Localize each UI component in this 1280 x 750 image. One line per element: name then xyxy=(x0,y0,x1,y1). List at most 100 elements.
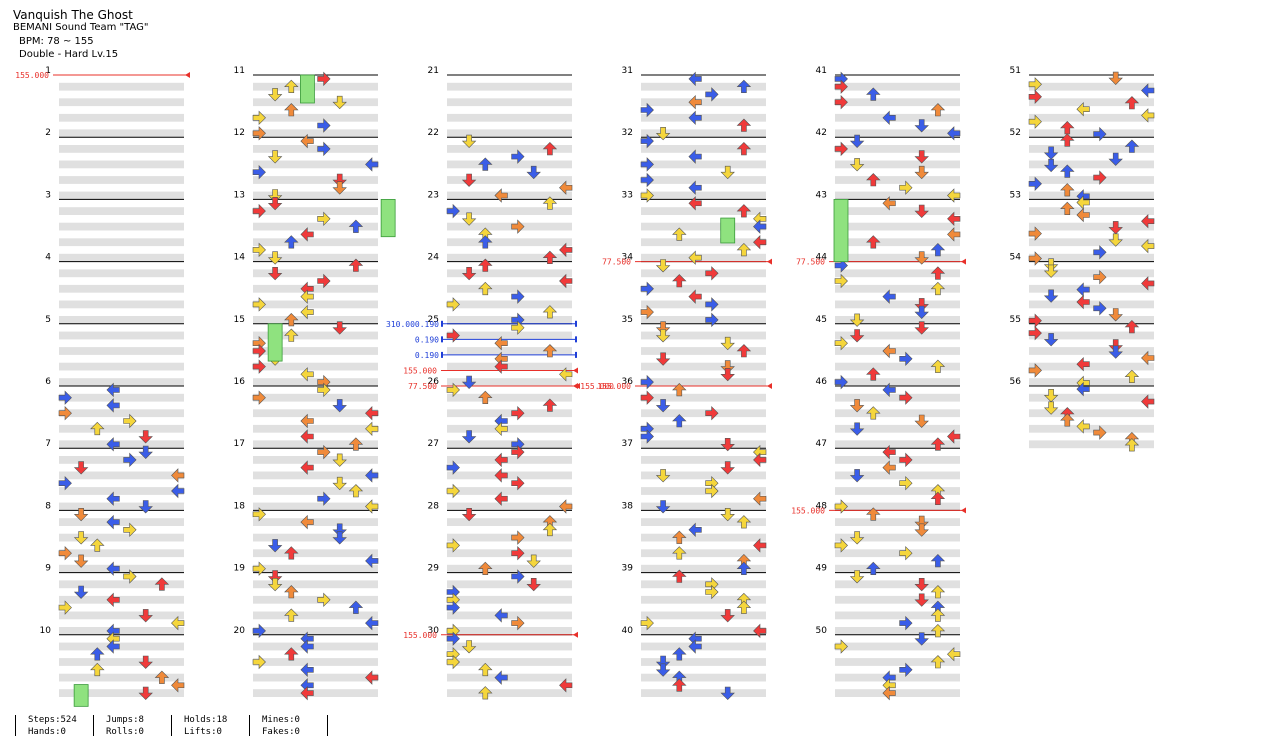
row-band xyxy=(253,129,378,138)
step-arrow-icon xyxy=(1076,356,1090,372)
bpm-change-label: 155.000 xyxy=(403,631,437,640)
step-arrow-icon xyxy=(106,382,120,398)
step-arrow-icon xyxy=(1141,108,1155,123)
row-band xyxy=(447,82,572,91)
step-arrow-icon xyxy=(365,499,379,514)
step-arrow-icon xyxy=(849,570,865,584)
row-band xyxy=(641,145,766,153)
step-arrow-icon xyxy=(655,259,671,273)
step-arrow-icon xyxy=(1141,83,1155,98)
speed-change-label: 0.190 xyxy=(415,335,439,344)
step-arrow-icon xyxy=(930,281,946,296)
row-band xyxy=(59,564,184,573)
step-arrow-icon xyxy=(332,523,347,537)
step-arrow-icon xyxy=(899,545,913,561)
row-band xyxy=(835,238,960,247)
row-band xyxy=(253,658,378,666)
bpm-change-marker xyxy=(767,258,772,265)
step-arrow-icon xyxy=(252,242,266,258)
step-arrow-icon xyxy=(1108,71,1123,86)
step-arrow-icon xyxy=(914,414,929,428)
step-arrow-icon xyxy=(882,685,896,701)
step-arrow-icon xyxy=(672,414,687,428)
step-arrow-icon xyxy=(252,164,266,180)
row-band xyxy=(59,595,184,604)
row-band xyxy=(641,362,766,371)
step-arrow-icon xyxy=(736,600,752,614)
measure-number: 21 xyxy=(428,66,439,76)
step-arrow-icon xyxy=(849,158,865,172)
step-arrow-icon xyxy=(834,538,848,553)
step-arrow-icon xyxy=(882,382,896,398)
row-band xyxy=(641,222,766,231)
measure-number: 32 xyxy=(622,128,633,138)
step-arrow-icon xyxy=(1028,363,1042,378)
row-band xyxy=(835,627,960,635)
row-band xyxy=(59,207,184,215)
step-arrow-icon xyxy=(834,141,848,157)
step-arrow-icon xyxy=(672,546,687,560)
row-band xyxy=(59,316,184,324)
step-arrow-icon xyxy=(348,437,364,451)
step-arrow-icon xyxy=(446,654,460,670)
row-band xyxy=(641,191,766,200)
step-arrow-icon xyxy=(300,662,314,678)
step-arrow-icon xyxy=(882,444,896,460)
step-arrow-icon xyxy=(655,321,671,335)
row-band xyxy=(447,611,572,620)
row-band xyxy=(447,316,572,324)
row-band xyxy=(253,347,378,355)
row-band xyxy=(59,269,184,278)
step-arrow-icon xyxy=(1108,233,1123,247)
row-band xyxy=(641,658,766,666)
step-arrow-icon xyxy=(1060,164,1075,178)
step-arrow-icon xyxy=(1141,238,1155,254)
step-arrow-icon xyxy=(332,476,347,491)
step-arrow-icon xyxy=(1028,325,1042,341)
stat-rolls: Rolls:0 xyxy=(106,727,144,737)
measure-number: 1 xyxy=(45,66,51,76)
step-arrow-icon xyxy=(171,483,185,499)
row-band xyxy=(835,487,960,495)
step-arrow-icon xyxy=(914,577,929,592)
row-band xyxy=(835,331,960,340)
step-arrow-icon xyxy=(655,663,671,677)
step-arrow-icon xyxy=(106,398,120,413)
step-arrow-icon xyxy=(947,188,961,203)
measure-number: 31 xyxy=(622,66,633,76)
measure-number: 7 xyxy=(45,439,51,449)
step-arrow-icon xyxy=(267,88,283,102)
stats-group-mines: Mines:0 Fakes:0 xyxy=(262,714,300,738)
stat-fakes: Fakes:0 xyxy=(262,727,300,737)
row-band xyxy=(447,207,572,215)
measure-number: 3 xyxy=(45,190,51,200)
step-arrow-icon xyxy=(317,491,331,506)
step-arrow-icon xyxy=(300,429,314,444)
step-arrow-icon xyxy=(849,422,865,436)
step-arrow-icon xyxy=(90,647,105,661)
step-arrow-icon xyxy=(252,507,266,522)
step-arrow-icon xyxy=(284,585,299,599)
step-arrow-icon xyxy=(736,118,752,132)
step-arrow-icon xyxy=(930,655,946,669)
step-arrow-icon xyxy=(446,483,460,499)
song-difficulty: Double - Hard Lv.15 xyxy=(19,49,119,60)
step-arrow-icon xyxy=(720,507,735,522)
row-band xyxy=(835,300,960,309)
measure-number: 37 xyxy=(622,439,633,449)
step-arrow-icon xyxy=(154,670,170,684)
row-band xyxy=(1029,300,1154,309)
step-arrow-icon xyxy=(332,531,347,545)
step-arrow-icon xyxy=(1043,158,1059,173)
step-arrow-icon xyxy=(252,297,266,312)
speed-change-label: 310.000.190 xyxy=(386,320,439,329)
row-band xyxy=(1029,253,1154,262)
row-band xyxy=(447,347,572,355)
step-arrow-icon xyxy=(640,157,654,172)
step-arrow-icon xyxy=(478,157,493,171)
hold-note xyxy=(720,217,736,244)
row-band xyxy=(253,471,378,480)
step-arrow-icon xyxy=(461,212,477,226)
step-arrow-icon xyxy=(672,227,687,241)
step-arrow-icon xyxy=(542,250,558,265)
